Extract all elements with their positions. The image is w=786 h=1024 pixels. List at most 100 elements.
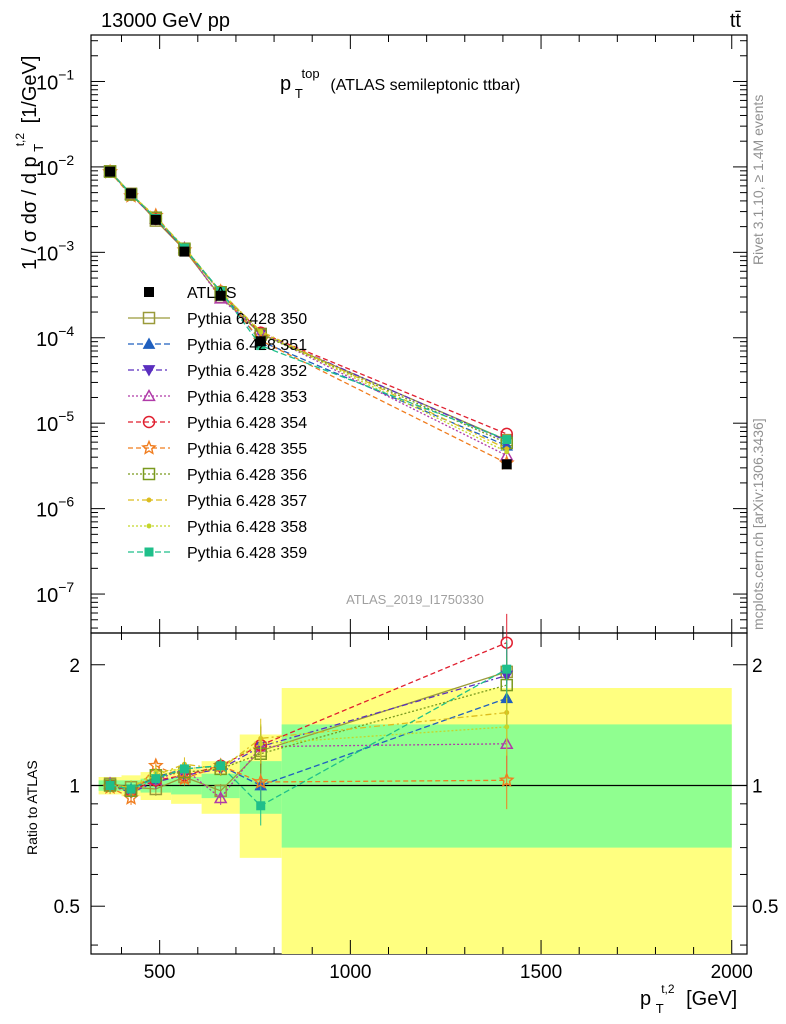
series-353-ratio-point — [213, 791, 228, 804]
ratio-bands — [98, 688, 732, 954]
y-top-axis-label: 1 / σ dσ / d p T t,2 [1/GeV] — [7, 56, 48, 270]
series-358-ratio-point — [504, 724, 510, 730]
y-ratio-axis-label: Ratio to ATLAS — [24, 760, 40, 855]
top-tick-base: 10 — [36, 500, 58, 522]
legend-series-359-marker — [144, 547, 154, 557]
ratio-tick-label-right: 1 — [752, 776, 763, 797]
series-355-ratio-point — [498, 771, 515, 788]
ratio-tick-label-left: 1 — [69, 776, 80, 797]
x-label-unit: [GeV] — [686, 988, 737, 1010]
series-359-ratio-point — [502, 664, 512, 674]
top-tick-label: 10−5 — [36, 408, 74, 436]
legend-series-350-marker — [142, 311, 156, 325]
ratio-tick-label-left: 2 — [69, 656, 80, 677]
atlas-point — [179, 246, 190, 257]
series-359-ratio-point — [216, 761, 226, 771]
legend-series-352-marker — [142, 365, 156, 377]
atlas-point — [255, 336, 266, 347]
top-tick-label: 10−1 — [36, 66, 74, 94]
top-tick-base: 10 — [36, 72, 58, 94]
ratio-tick-label-left: 0.5 — [54, 897, 80, 918]
analysis-id: ATLAS_2019_I1750330 — [346, 592, 484, 607]
x-tick-label: 2000 — [711, 962, 753, 983]
legend-series-356-label: Pythia 6.428 356 — [187, 467, 307, 484]
atlas-data-points — [105, 166, 512, 470]
legend-series-358-marker — [146, 523, 152, 529]
legend-series-354-label: Pythia 6.428 354 — [187, 415, 307, 432]
plot-title-rest: (ATLAS semileptonic ttbar) — [330, 77, 520, 94]
series-350-top-line — [109, 170, 507, 441]
ratio-tick-label-right: 2 — [752, 656, 763, 677]
top-tick-exp: −5 — [58, 408, 74, 424]
top-axis-ticks: 10−110−210−310−410−510−610−7 — [36, 40, 747, 629]
series-352-top-line — [109, 171, 507, 442]
legend-atlas-label: ATLAS — [187, 285, 237, 302]
legend-series-353-label: Pythia 6.428 353 — [187, 389, 307, 406]
legend-series-359-label: Pythia 6.428 359 — [187, 545, 307, 562]
x-label-sup: t,2 — [661, 982, 675, 996]
series-358-ratio-point — [258, 741, 264, 747]
series-357-top-line — [109, 171, 507, 450]
x-tick-label: 1000 — [329, 962, 371, 983]
series-355-ratio-point — [176, 770, 193, 786]
rivet-label: Rivet 3.1.10, ≥ 1.4M events — [750, 95, 766, 265]
top-tick-exp: −4 — [58, 323, 74, 339]
plot-title-sup: top — [302, 66, 320, 81]
series-359-ratio-point — [256, 801, 266, 811]
plot-title: p T top (ATLAS semileptonic ttbar) — [280, 63, 520, 102]
top-tick-label: 10−3 — [36, 237, 74, 265]
x-label-main: p — [640, 988, 651, 1010]
y-top-label-main: 1 / σ dσ / d p — [19, 156, 41, 270]
top-tick-label: 10−6 — [36, 494, 74, 522]
top-tick-base: 10 — [36, 414, 58, 436]
atlas-point — [126, 188, 137, 199]
x-axis-ticks: 500 1000 1500 2000 — [121, 35, 753, 983]
top-series — [102, 163, 515, 470]
legend-series-357-marker — [146, 497, 152, 503]
top-panel-frame — [90, 34, 748, 634]
top-tick-base: 10 — [36, 243, 58, 265]
series-358-top-line — [109, 171, 507, 453]
y-top-label-sup: t,2 — [13, 133, 27, 147]
series-359-top-line — [109, 171, 507, 441]
legend-series-358-label: Pythia 6.428 358 — [187, 519, 307, 536]
series-356-top-line — [109, 171, 507, 444]
legend-atlas-marker — [144, 287, 154, 297]
series-353-top-line — [109, 170, 507, 457]
series-354-top-line — [109, 171, 507, 435]
series-359-ratio-point — [151, 774, 161, 784]
mcplots-label: mcplots.cern.ch [arXiv:1306.3436] — [750, 418, 766, 630]
series-359-ratio-point — [179, 764, 189, 774]
ratio-tick-label-right: 0.5 — [752, 897, 778, 918]
x-tick-label: 500 — [144, 962, 176, 983]
x-label-sub: T — [656, 1001, 664, 1016]
legend-series-355-marker — [141, 439, 157, 455]
top-tick-base: 10 — [36, 329, 58, 351]
top-tick-label: 10−4 — [36, 323, 74, 351]
legend-series-350-label: Pythia 6.428 350 — [187, 311, 307, 328]
legend-series-351-label: Pythia 6.428 351 — [187, 337, 307, 354]
y-top-label-sub: T — [31, 144, 46, 152]
top-tick-label: 10−2 — [36, 152, 74, 180]
series-358-top-point — [504, 449, 510, 455]
process-label: 13000 GeV pp — [101, 10, 230, 32]
legend-series-354-marker — [142, 415, 156, 429]
plot-title-main: p — [280, 73, 291, 95]
legend-series-357-label: Pythia 6.428 357 — [187, 493, 307, 510]
legend-series-356-marker — [142, 467, 156, 481]
series-359-ratio-point — [126, 784, 136, 794]
series-358-top-point — [258, 329, 264, 335]
atlas-point — [215, 290, 226, 301]
top-tick-label: 10−7 — [36, 579, 74, 607]
top-tick-exp: −6 — [58, 494, 74, 510]
ratio-series — [102, 613, 515, 826]
top-tick-exp: −3 — [58, 237, 74, 253]
atlas-point — [105, 166, 116, 177]
top-tick-exp: −2 — [58, 152, 74, 168]
legend-series-351-marker — [142, 337, 156, 349]
top-tick-exp: −7 — [58, 579, 74, 595]
atlas-point — [150, 214, 161, 225]
series-351-top-line — [109, 171, 507, 447]
x-axis-label: p T t,2 [GeV] — [640, 976, 737, 1018]
